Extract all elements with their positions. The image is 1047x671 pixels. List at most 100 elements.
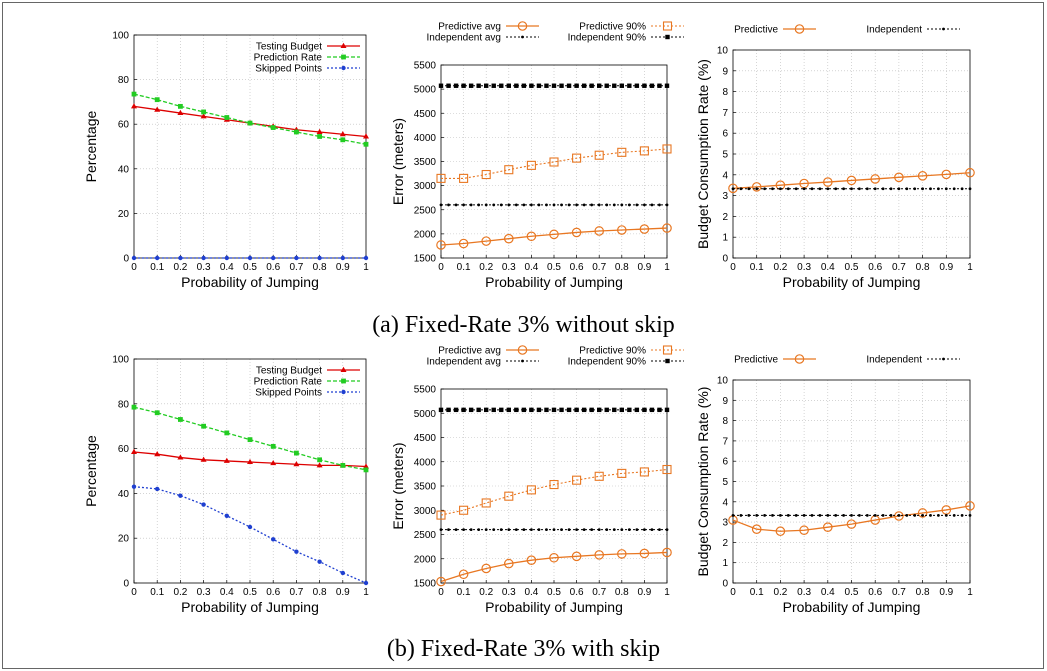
x-tick-label: 1: [967, 262, 973, 273]
data-point: [178, 255, 183, 261]
data-point: [131, 255, 137, 261]
data-point: [642, 407, 647, 413]
data-point: [317, 134, 322, 139]
y-tick-label: 2000: [414, 229, 437, 240]
legend-marker: [662, 21, 673, 31]
data-point: [270, 125, 276, 130]
data-point: [650, 528, 654, 532]
data-point: [965, 167, 975, 178]
data-point: [873, 187, 877, 191]
data-point: [567, 203, 571, 207]
x-axis-label: Probability of Jumping: [783, 599, 921, 615]
data-point: [294, 129, 299, 135]
x-tick-label: 1: [363, 587, 369, 598]
y-axis-label: Budget Consumption Rate (%): [695, 59, 711, 249]
data-point: [154, 410, 160, 416]
y-tick-label: 5500: [414, 385, 437, 396]
x-axis-label: Probability of Jumping: [485, 599, 623, 615]
data-point: [960, 514, 964, 517]
series-ind_avg: [731, 187, 972, 191]
series-line: [732, 172, 971, 189]
data-point: [581, 83, 587, 88]
legend-marker: [794, 354, 805, 364]
data-point: [560, 528, 563, 532]
y-tick-label: 2: [722, 212, 728, 223]
x-tick-label: 0.9: [939, 587, 953, 598]
series-ind_90: [438, 83, 670, 88]
data-point: [270, 443, 276, 449]
y-tick-label: 5500: [414, 61, 437, 72]
x-tick-label: 0.1: [150, 587, 164, 598]
data-point: [492, 203, 496, 207]
x-tick-label: 0: [438, 262, 444, 273]
data-point: [566, 407, 572, 413]
data-point: [612, 83, 617, 88]
data-point: [560, 203, 563, 207]
x-tick-label: 0.1: [750, 587, 764, 598]
data-point: [590, 528, 594, 532]
y-tick-label: 3500: [414, 157, 437, 168]
data-point: [481, 236, 491, 246]
y-tick-label: 7: [722, 436, 728, 447]
series-pred_90: [436, 144, 672, 183]
x-tick-label: 1: [363, 262, 369, 273]
data-point: [468, 83, 474, 88]
legend: Predictive avg Predictive 90%Independent …: [426, 345, 684, 368]
data-point: [317, 559, 322, 564]
data-point: [526, 160, 536, 170]
data-point: [664, 83, 670, 88]
data-point: [858, 187, 861, 191]
x-tick-label: 0: [438, 587, 444, 598]
data-point: [944, 187, 948, 191]
legend-label: Testing Budget: [256, 366, 322, 377]
data-point: [763, 187, 766, 191]
x-tick-label: 0.5: [845, 262, 859, 273]
data-point: [786, 187, 790, 191]
data-point: [658, 528, 661, 532]
x-tick-label: 0.2: [773, 587, 787, 598]
data-point: [178, 417, 183, 422]
series-line: [440, 551, 668, 583]
data-point: [657, 83, 662, 88]
data-point: [340, 463, 346, 468]
data-point: [317, 457, 322, 463]
y-tick-label: 2: [722, 538, 728, 549]
data-point: [594, 550, 604, 560]
series-skipped: [131, 255, 369, 261]
y-tick-label: 1500: [414, 254, 437, 265]
data-point: [582, 528, 586, 532]
data-point: [731, 187, 735, 191]
data-point: [597, 83, 602, 88]
data-point: [937, 187, 940, 191]
data-point: [649, 83, 655, 88]
data-point: [616, 225, 627, 235]
legend-label: Independent avg: [426, 33, 501, 44]
x-tick-label: 0.5: [243, 587, 257, 598]
data-point: [826, 187, 830, 191]
data-point: [617, 147, 627, 157]
data-point: [616, 549, 627, 559]
data-point: [271, 537, 276, 542]
legend-marker: [665, 34, 670, 40]
y-tick-label: 20: [118, 209, 130, 220]
legend: Predictive avg Predictive 90%Independent …: [426, 21, 684, 44]
data-point: [363, 463, 369, 469]
data-point: [929, 514, 932, 517]
data-point: [484, 407, 489, 413]
data-point: [639, 224, 650, 234]
data-point: [589, 407, 594, 413]
data-point: [491, 83, 496, 88]
x-tick-label: 0.9: [336, 262, 350, 273]
data-point: [537, 203, 541, 207]
x-tick-label: 0.6: [868, 262, 882, 273]
data-point: [363, 255, 369, 261]
data-point: [131, 103, 137, 109]
data-point: [177, 454, 184, 460]
legend-marker: [665, 358, 670, 364]
data-point: [131, 484, 137, 489]
data-point: [881, 514, 885, 517]
data-point: [526, 485, 536, 495]
x-tick-label: 0.8: [615, 262, 629, 273]
y-tick-label: 3000: [414, 181, 437, 192]
data-point: [612, 407, 617, 413]
